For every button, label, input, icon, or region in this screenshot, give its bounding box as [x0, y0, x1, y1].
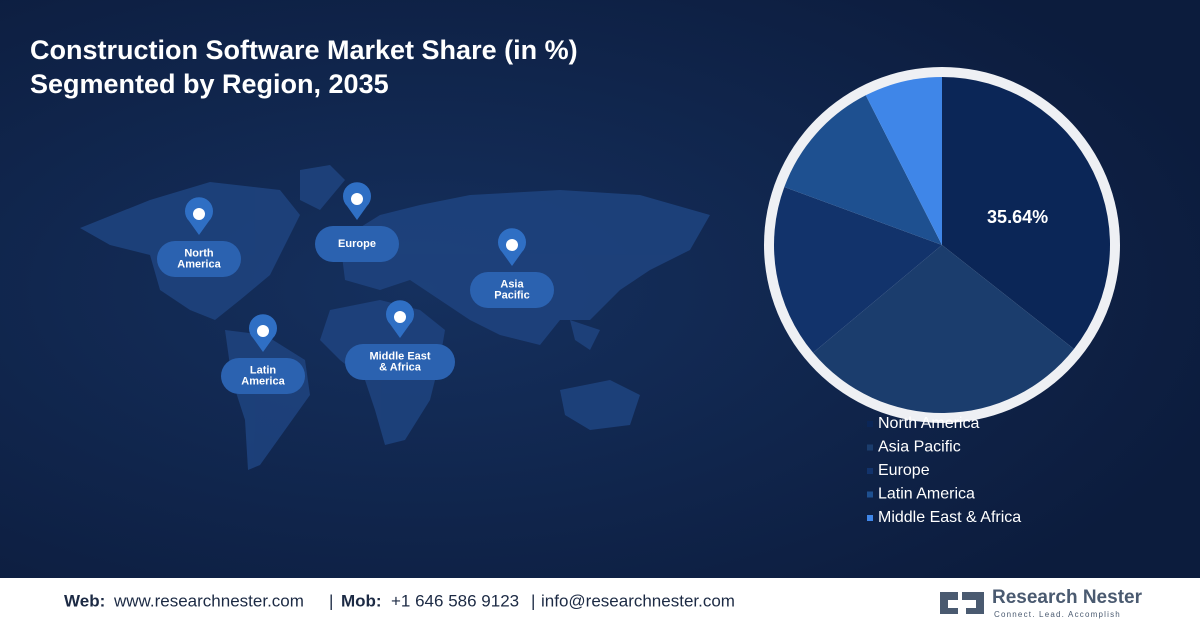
pie-slice — [942, 77, 1111, 350]
pin-dot — [506, 239, 518, 251]
footer-text: www.researchnester.com — [113, 591, 304, 610]
pin-pill — [315, 226, 399, 262]
pin-pill — [470, 272, 554, 308]
pin-dot — [351, 193, 363, 205]
pin-pill — [221, 358, 305, 394]
legend-label: Latin America — [878, 486, 975, 503]
chart-title: Construction Software Market Share (in %… — [30, 35, 578, 65]
legend-label: North America — [878, 415, 979, 432]
legend-swatch — [867, 421, 873, 427]
legend-label: Asia Pacific — [878, 439, 961, 456]
pin-dot — [257, 325, 269, 337]
pin-label: & Africa — [379, 361, 422, 373]
footer-text: | — [531, 591, 535, 610]
pin-label: America — [241, 375, 285, 387]
pin-label: Middle East — [369, 350, 430, 362]
brand-name: Research Nester — [992, 587, 1143, 608]
pin-label: America — [177, 258, 221, 270]
legend-swatch — [867, 468, 873, 474]
legend-label: Middle East & Africa — [878, 509, 1021, 526]
pin-pill — [345, 344, 455, 380]
pin-pill — [157, 241, 241, 277]
brand-tagline: Connect. Lead. Accomplish — [994, 610, 1121, 619]
footer-text: info@researchnester.com — [541, 591, 735, 610]
legend-swatch — [867, 444, 873, 451]
footer-band — [0, 578, 1200, 628]
legend-swatch — [867, 515, 873, 521]
pin-label: North — [184, 247, 214, 259]
pie-slice — [774, 187, 942, 353]
legend-swatch — [867, 491, 873, 498]
pin-label: Asia — [500, 278, 524, 290]
footer-text: Mob: — [341, 591, 382, 610]
data-label: 35.64% — [987, 207, 1048, 227]
footer-text: Web: — [64, 591, 105, 610]
logo-mark — [940, 592, 984, 614]
pin-label: Pacific — [494, 289, 529, 301]
pie-slice — [865, 77, 942, 245]
pin-label: Latin — [250, 364, 277, 376]
footer-text: +1 646 586 9123 — [391, 591, 519, 610]
pin-dot — [394, 311, 406, 323]
pie-slice — [813, 245, 1074, 413]
legend-label: Europe — [878, 462, 930, 479]
pin-label: Europe — [338, 238, 376, 250]
pin-dot — [193, 208, 205, 220]
chart-subtitle: Segmented by Region, 2035 — [30, 69, 389, 99]
pie-slice — [784, 95, 942, 245]
footer-text: | — [329, 591, 333, 610]
